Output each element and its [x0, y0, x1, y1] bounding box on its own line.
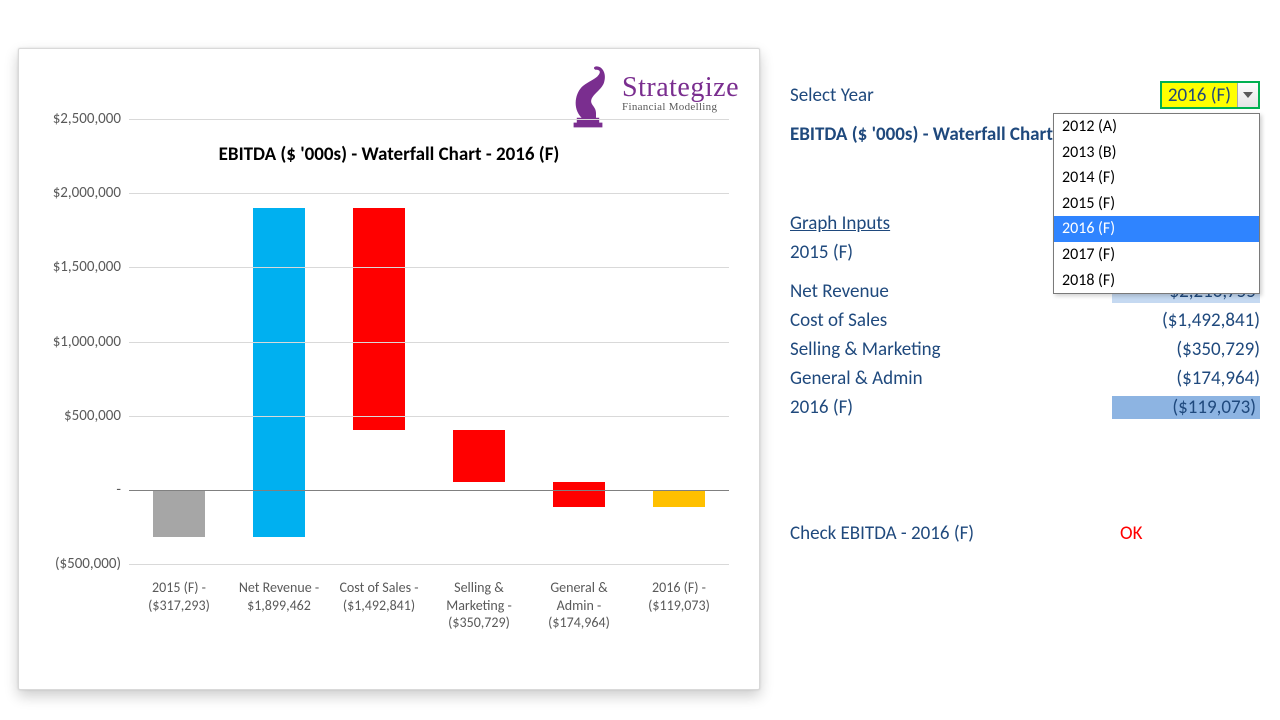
select-year-label: Select Year [790, 84, 874, 107]
cost-of-sales-value: ($1,492,841) [1120, 309, 1260, 332]
net-revenue-label: Net Revenue [790, 280, 889, 303]
year-option[interactable]: 2015 (F) [1054, 191, 1259, 217]
y-tick-label: $2,500,000 [53, 110, 121, 128]
general-admin-label: General & Admin [790, 367, 923, 390]
waterfall-bar [553, 482, 605, 508]
waterfall-bar [153, 490, 205, 537]
result-year-value: ($119,073) [1112, 396, 1260, 419]
inputs-panel: Select Year 2016 (F) 2012 (A)2013 (B)201… [790, 78, 1260, 545]
x-tick-label: Net Revenue -$1,899,462 [224, 579, 334, 614]
x-tick-label: 2016 (F) -($119,073) [624, 579, 734, 614]
chevron-down-icon[interactable] [1237, 83, 1258, 107]
graph-inputs-heading: Graph Inputs [790, 212, 890, 235]
logo-word-2: Financial Modelling [622, 102, 739, 112]
x-tick-label: 2015 (F) -($317,293) [124, 579, 234, 614]
y-axis-ticks: $2,500,000$2,000,000$1,500,000$1,000,000… [19, 119, 127, 564]
y-tick-label: $500,000 [64, 407, 121, 425]
x-tick-label: Selling &Marketing -($350,729) [424, 579, 534, 632]
waterfall-bar [653, 490, 705, 508]
general-admin-value: ($174,964) [1120, 367, 1260, 390]
result-year-label: 2016 (F) [790, 396, 853, 419]
year-option[interactable]: 2012 (A) [1054, 114, 1259, 140]
year-option[interactable]: 2017 (F) [1054, 242, 1259, 268]
y-tick-label: $1,000,000 [53, 333, 121, 351]
cost-of-sales-label: Cost of Sales [790, 309, 887, 332]
chart-plot-area [129, 119, 729, 564]
selling-marketing-value: ($350,729) [1120, 338, 1260, 361]
waterfall-bar [253, 208, 305, 537]
waterfall-bar [353, 208, 405, 429]
year-select-value: 2016 (F) [1162, 84, 1237, 107]
prior-year-label: 2015 (F) [790, 241, 853, 264]
y-tick-label: ($500,000) [55, 555, 121, 573]
y-tick-label: $2,000,000 [53, 184, 121, 202]
waterfall-bar [453, 430, 505, 482]
selling-marketing-label: Selling & Marketing [790, 338, 941, 361]
year-dropdown[interactable]: 2012 (A)2013 (B)2014 (F)2015 (F)2016 (F)… [1053, 113, 1260, 294]
year-option[interactable]: 2014 (F) [1054, 165, 1259, 191]
year-option[interactable]: 2016 (F) [1054, 216, 1259, 242]
y-tick-label: $1,500,000 [53, 258, 121, 276]
waterfall-chart-panel: Strategize Financial Modelling EBITDA ($… [18, 48, 760, 690]
year-select[interactable]: 2016 (F) [1160, 81, 1260, 109]
check-ebitda-value: OK [1120, 522, 1260, 545]
year-option[interactable]: 2018 (F) [1054, 268, 1259, 294]
x-tick-label: General &Admin -($174,964) [524, 579, 634, 632]
y-tick-label: - [116, 481, 121, 499]
year-option[interactable]: 2013 (B) [1054, 140, 1259, 166]
x-tick-label: Cost of Sales -($1,492,841) [324, 579, 434, 614]
logo-word-1: Strategize [622, 75, 739, 102]
check-ebitda-label: Check EBITDA - 2016 (F) [790, 522, 974, 545]
